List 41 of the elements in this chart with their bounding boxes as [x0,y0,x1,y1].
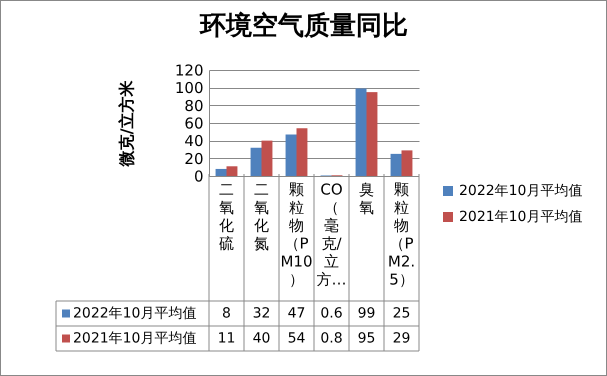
data-label: 47 [288,306,306,322]
y-tick-label: 80 [184,96,204,115]
data-label: 25 [392,306,410,322]
bar [250,148,262,176]
data-label: 32 [252,306,270,322]
y-axis-title: 微克/立方米 [116,80,136,168]
y-tick-label: 100 [174,79,204,98]
chart-title: 环境空气质量同比 [199,11,408,41]
y-tick-label: 0 [194,168,204,186]
bar [356,88,366,176]
y-tick-label: 20 [184,150,204,168]
data-label: 54 [288,330,306,346]
bar [226,166,238,176]
y-tick-label: 120 [174,62,204,80]
data-label: 40 [252,330,270,346]
y-tick-label: 60 [184,114,204,132]
x-tick-label: 二氧化硫 [219,180,234,252]
legend-label: 2022年10月平均值 [459,183,582,199]
bar [366,92,378,176]
bar [262,140,272,176]
y-tick-label: 40 [184,132,204,150]
bar [390,154,402,176]
data-label: 11 [218,330,236,346]
data-label: 95 [358,330,376,346]
bar [296,128,308,176]
x-tick-label: CO（毫克/立方… [316,180,346,288]
text: 2022年10月平均值 [73,306,196,322]
data-label: 0.6 [320,306,343,322]
legend-label: 2021年10月平均值 [459,209,582,225]
text: 2021年10月平均值 [73,330,196,346]
bar [216,168,226,176]
x-tick-label: 臭氧 [359,180,374,216]
data-label: 8 [222,306,231,322]
x-tick-label: 二氧化氮 [254,180,269,252]
x-tick-label: 颗粒物（PM2.5） [388,180,416,288]
data-label: 29 [392,330,410,346]
data-label: 99 [358,306,376,322]
bar [286,134,296,176]
data-label: 0.8 [320,330,343,346]
bar [402,150,412,176]
x-tick-label: 颗粒物（PM10） [280,180,313,288]
